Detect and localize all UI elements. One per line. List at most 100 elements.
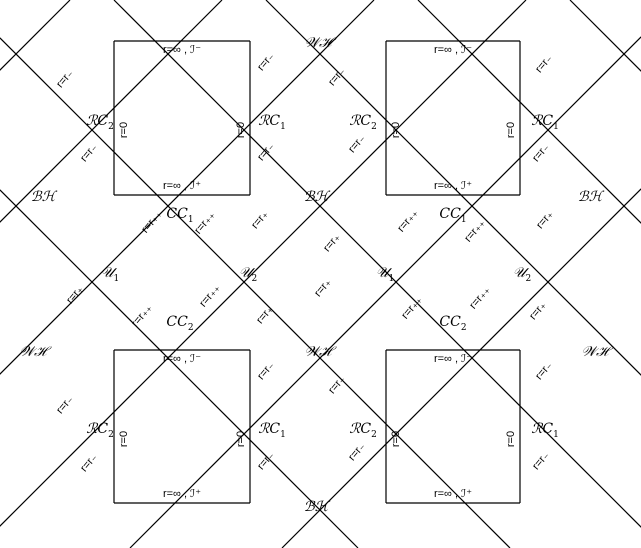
r-minus-label: r=r₋	[54, 67, 76, 90]
region-name: CC	[166, 206, 188, 222]
region-rc1: ℛC1	[531, 421, 559, 440]
r-plusplus-label: r=r₊₊	[129, 302, 155, 329]
region-rc2: ℛC2	[86, 421, 114, 440]
r-plus-label: r=r₊	[249, 208, 271, 231]
r-infinity-label: r=∞ , ℐ⁺	[434, 488, 472, 500]
r-plus-label: r=r₊	[527, 299, 549, 322]
r-minus-label: r=r₋	[255, 359, 277, 382]
region-subscript: 1	[280, 122, 286, 132]
region-name: CC	[439, 206, 461, 222]
region-subscript: 1	[461, 215, 467, 225]
region-black-hole: ℬℋ	[31, 189, 58, 205]
region-name: 𝒲ℋ	[304, 344, 337, 360]
region-subscript: 1	[188, 215, 194, 225]
r-infinity-label: r=∞ , ℐ⁺	[163, 180, 201, 192]
r-minus-label: r=r₋	[530, 449, 552, 472]
r-minus-label: r=r₋	[255, 50, 277, 73]
region-u2: 𝒰2	[239, 265, 257, 284]
r-zero-label: r=0	[118, 122, 130, 138]
r-zero-label: r=0	[118, 431, 130, 447]
r-minus-label: r=r₋	[54, 393, 76, 416]
null-line-down	[113, 0, 641, 528]
region-rc1: ℛC1	[531, 113, 559, 132]
region-cc2: CC2	[166, 314, 193, 333]
region-cc1: CC1	[439, 206, 466, 225]
region-name: CC	[439, 314, 461, 330]
r-plusplus-label: r=r₊₊	[399, 294, 425, 321]
r-zero-label: r=0	[390, 431, 402, 447]
region-name: ℛC	[258, 113, 280, 129]
r-plus-label: r=r₊	[254, 303, 276, 326]
region-name: ℛC	[531, 421, 553, 437]
null-line-down	[265, 0, 641, 376]
region-subscript: 2	[108, 122, 114, 132]
null-line-down	[569, 0, 641, 72]
region-cc2: CC2	[439, 314, 466, 333]
r-plus-label: r=r₊	[312, 276, 334, 299]
r-minus-label: r=r₋	[326, 65, 348, 88]
region-rc1: ℛC1	[258, 113, 286, 132]
r-minus-label: r=r₋	[78, 141, 100, 164]
region-name: ℛC	[349, 421, 371, 437]
region-name: 𝒲ℋ	[304, 35, 337, 51]
r-plusplus-label: r=r₊₊	[197, 282, 223, 309]
region-subscript: 1	[113, 274, 119, 284]
r-plus-label: r=r₊	[534, 208, 556, 231]
region-subscript: 2	[108, 430, 114, 440]
region-rc2: ℛC2	[349, 113, 377, 132]
region-black-hole: ℬℋ	[304, 499, 331, 515]
r-minus-label: r=r₋	[255, 449, 277, 472]
region-subscript: 1	[388, 274, 394, 284]
r-plus-label: r=r₊	[321, 231, 343, 254]
region-subscript: 2	[461, 323, 467, 333]
region-name: ℬℋ	[31, 189, 58, 205]
r-zero-label: r=0	[505, 431, 517, 447]
region-subscript: 1	[280, 430, 286, 440]
null-line-down	[417, 0, 641, 224]
r-minus-label: r=r₋	[326, 373, 348, 396]
r-zero-label: r=0	[390, 122, 402, 138]
r-infinity-label: r=∞ , ℐ⁻	[434, 44, 472, 56]
region-subscript: 1	[553, 122, 559, 132]
region-subscript: 2	[188, 323, 194, 333]
region-name: ℛC	[349, 113, 371, 129]
region-u2: 𝒰2	[513, 265, 531, 284]
region-subscript: 2	[371, 122, 377, 132]
null-line-up	[0, 0, 527, 527]
region-subscript: 2	[525, 274, 531, 284]
r-minus-label: r=r₋	[78, 451, 100, 474]
r-infinity-label: r=∞ , ℐ⁺	[434, 180, 472, 192]
region-subscript: 2	[251, 274, 257, 284]
r-infinity-label: r=∞ , ℐ⁻	[163, 44, 201, 56]
region-u1: 𝒰1	[376, 265, 394, 284]
null-line-up	[281, 188, 641, 548]
r-plusplus-label: r=r₊₊	[467, 284, 493, 311]
r-infinity-label: r=∞ , ℐ⁻	[163, 353, 201, 365]
r-zero-label: r=0	[505, 122, 517, 138]
region-white-hole: 𝒲ℋ	[304, 344, 337, 360]
region-black-hole: ℬℋ	[304, 189, 331, 205]
region-name: ℛC	[258, 421, 280, 437]
r-minus-label: r=r₋	[533, 359, 555, 382]
r-plusplus-label: r=r₊₊	[395, 207, 421, 234]
region-white-hole: 𝒲ℋ	[304, 35, 337, 51]
region-u1: 𝒰1	[101, 265, 119, 284]
r-infinity-label: r=∞ , ℐ⁺	[163, 488, 201, 500]
region-name: CC	[166, 314, 188, 330]
region-name: ℛC	[86, 421, 108, 437]
r-zero-label: r=0	[235, 122, 247, 138]
region-name: ℛC	[86, 113, 108, 129]
region-subscript: 2	[371, 430, 377, 440]
region-black-hole: ℬℋ	[578, 189, 605, 205]
region-name: ℬℋ	[304, 189, 331, 205]
r-plusplus-label: r=r₊₊	[192, 209, 218, 236]
region-rc2: ℛC2	[349, 421, 377, 440]
region-name: ℬℋ	[578, 189, 605, 205]
r-minus-label: r=r₋	[346, 440, 368, 463]
null-line-up	[0, 0, 375, 375]
region-name: ℛC	[531, 113, 553, 129]
r-zero-label: r=0	[235, 431, 247, 447]
null-line-up	[0, 0, 223, 223]
r-plus-label: r=r₊	[64, 283, 86, 306]
